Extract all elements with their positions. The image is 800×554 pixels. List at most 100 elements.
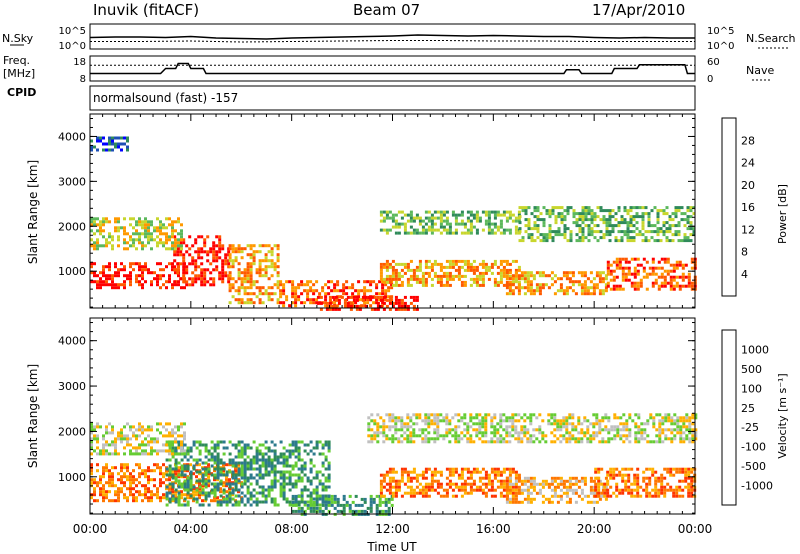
power-cell	[469, 262, 473, 266]
power-cell	[221, 244, 225, 248]
velocity-cell	[249, 476, 253, 480]
power-cell	[294, 292, 298, 296]
velocity-cell	[258, 452, 262, 456]
power-cell	[388, 277, 392, 281]
velocity-cell	[655, 413, 659, 417]
power-cell	[621, 272, 625, 276]
velocity-cell	[592, 437, 596, 441]
power-cell	[562, 292, 566, 296]
power-cell	[581, 215, 585, 219]
velocity-cell	[177, 446, 180, 450]
velocity-cell	[595, 416, 599, 420]
power-cell	[526, 280, 530, 284]
power-cell	[580, 286, 584, 290]
power-cell	[141, 277, 144, 281]
velocity-cell	[505, 434, 509, 438]
velocity-cell	[159, 481, 162, 485]
power-cell	[96, 229, 99, 233]
power-cell	[508, 213, 512, 217]
velocity-cell	[499, 479, 503, 483]
freq-label: Freq.	[3, 54, 31, 67]
power-cell	[102, 274, 105, 278]
power-cell	[578, 218, 582, 222]
velocity-cell	[324, 467, 328, 471]
power-cell	[412, 216, 416, 220]
power-cell	[478, 271, 482, 275]
velocity-cell	[267, 470, 271, 474]
power-cell	[240, 256, 244, 260]
power-cell	[218, 241, 222, 245]
velocity-cell	[294, 455, 298, 459]
power-cell	[478, 219, 482, 223]
velocity-cell	[624, 485, 628, 489]
velocity-cell	[198, 470, 202, 474]
power-cell	[343, 298, 347, 302]
velocity-cell	[204, 443, 208, 447]
velocity-cell	[514, 482, 518, 486]
velocity-cell	[478, 470, 482, 474]
velocity-cell	[412, 470, 416, 474]
power-cell	[285, 280, 289, 284]
velocity-cell	[303, 443, 307, 447]
velocity-cell	[667, 437, 671, 441]
velocity-cell	[385, 473, 389, 477]
velocity-cell	[676, 419, 680, 423]
velocity-cell	[469, 476, 473, 480]
power-cell	[382, 219, 386, 223]
velocity-cell	[675, 488, 679, 492]
velocity-cell	[294, 440, 298, 444]
velocity-cell	[141, 428, 144, 432]
velocity-cell	[370, 440, 374, 444]
velocity-cell	[457, 485, 461, 489]
power-cell	[173, 268, 177, 272]
power-cell	[391, 271, 395, 275]
velocity-cell	[186, 476, 190, 480]
power-cell	[191, 259, 195, 263]
power-cell	[282, 304, 286, 308]
power-cell	[179, 277, 183, 281]
power-cell	[478, 216, 482, 220]
velocity-cell	[165, 497, 169, 501]
velocity-cell	[309, 491, 313, 495]
velocity-cell	[463, 467, 467, 471]
power-cell	[445, 274, 449, 278]
power-cell	[117, 268, 120, 272]
power-cell	[681, 263, 685, 267]
power-cell	[261, 244, 265, 248]
power-cell	[385, 262, 389, 266]
velocity-cell	[276, 479, 280, 483]
power-cell	[589, 280, 593, 284]
velocity-cell	[436, 422, 440, 426]
velocity-cell	[96, 499, 99, 503]
velocity-cell	[171, 434, 174, 438]
power-cell	[376, 301, 380, 305]
power-cell	[481, 262, 485, 266]
power-cell	[562, 271, 566, 275]
velocity-cell	[216, 458, 220, 462]
power-cell	[249, 253, 253, 257]
velocity-cell	[436, 416, 440, 420]
velocity-cell	[433, 437, 437, 441]
power-cell	[605, 209, 609, 213]
velocity-cell	[550, 440, 554, 444]
velocity-cell	[330, 494, 334, 498]
power-cell	[605, 218, 609, 222]
velocity-cell	[264, 473, 268, 477]
power-cell	[375, 301, 379, 305]
power-cell	[234, 256, 238, 260]
velocity-cell	[409, 476, 413, 480]
velocity-cell	[478, 422, 482, 426]
velocity-cell	[424, 440, 428, 444]
velocity-cell	[660, 476, 664, 480]
power-cell	[129, 235, 132, 239]
power-cell	[354, 301, 358, 305]
power-cell	[111, 142, 114, 146]
power-cell	[212, 244, 216, 248]
power-cell	[421, 280, 425, 284]
velocity-cell	[174, 472, 177, 476]
velocity-cell	[141, 431, 144, 435]
power-cell	[466, 228, 470, 232]
velocity-cell	[117, 478, 120, 482]
velocity-cell	[472, 470, 476, 474]
power-cell	[466, 216, 470, 220]
